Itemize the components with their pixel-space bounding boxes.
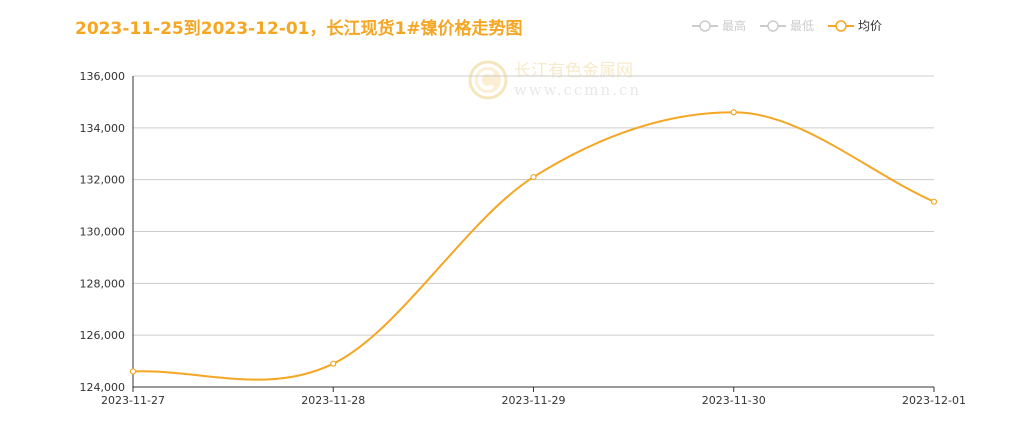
y-tick-label: 128,000 xyxy=(80,277,126,290)
chart-title: 2023-11-25到2023-12-01，长江现货1#镍价格走势图 xyxy=(75,19,523,39)
x-tick-label: 2023-11-27 xyxy=(101,394,165,407)
y-tick-label: 136,000 xyxy=(80,70,126,83)
legend-item-high[interactable]: 最高 xyxy=(692,17,746,34)
data-point xyxy=(730,109,737,116)
y-tick-label: 130,000 xyxy=(80,226,126,239)
y-tick-label: 134,000 xyxy=(80,122,126,135)
ccmn-logo-icon xyxy=(468,60,508,100)
legend-item-low[interactable]: 最低 xyxy=(760,17,814,34)
watermark-url: www.ccmn.cn xyxy=(514,81,642,99)
series-line-avg xyxy=(132,111,935,381)
legend-marker-icon xyxy=(692,19,718,32)
series-layer xyxy=(129,109,938,381)
legend-label: 最低 xyxy=(790,19,815,33)
x-tick-label: 2023-11-30 xyxy=(702,394,766,407)
legend-label: 最高 xyxy=(722,19,747,33)
y-tick-label: 124,000 xyxy=(80,381,126,394)
legend-item-avg[interactable]: 均价 xyxy=(828,17,882,34)
legend-label: 均价 xyxy=(858,19,883,33)
data-point xyxy=(129,368,137,375)
legend-marker-icon xyxy=(760,19,787,32)
x-tick-label: 2023-11-29 xyxy=(502,394,566,407)
y-tick-label: 132,000 xyxy=(80,174,126,187)
data-point xyxy=(330,360,337,367)
y-tick-label: 126,000 xyxy=(80,329,126,342)
legend-marker-icon xyxy=(828,19,855,32)
x-tick-label: 2023-11-28 xyxy=(301,394,365,407)
data-point xyxy=(530,173,537,181)
grid xyxy=(133,75,934,336)
legend: 最高 最低 均价 xyxy=(692,17,882,34)
axes: 124,000 126,000 128,000 130,000 132,000 134,0… xyxy=(80,70,966,407)
x-tick-label: 2023-12-01 xyxy=(902,394,966,407)
data-point xyxy=(930,198,938,205)
